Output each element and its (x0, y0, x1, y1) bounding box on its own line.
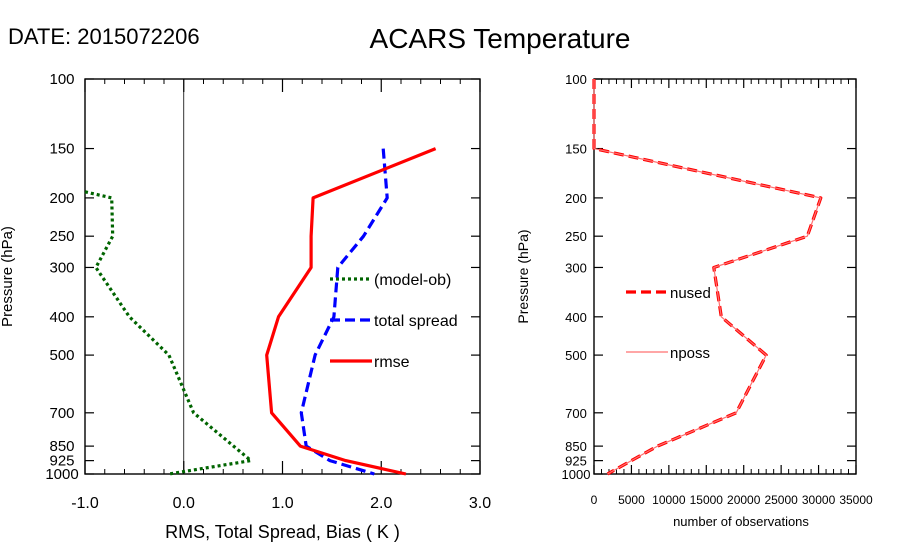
series-line-rmse (265, 147, 437, 476)
legend-label: nused (670, 285, 711, 302)
x-tick-label: 20000 (727, 493, 761, 507)
y-tick-label: 400 (49, 309, 74, 326)
y-tick-label: 500 (49, 347, 74, 364)
x-axis-label: RMS, Total Spread, Bias ( K ) (165, 522, 400, 542)
legend-label: rmse (374, 354, 410, 371)
y-tick-label: 300 (49, 259, 74, 276)
x-tick-label: 15000 (690, 493, 724, 507)
x-tick-label: 25000 (764, 493, 798, 507)
series-line-nposs (593, 79, 822, 475)
date-label: DATE: 2015072206 (8, 24, 200, 49)
y-tick-label: 850 (49, 438, 74, 455)
x-tick-label: 5000 (618, 493, 645, 507)
y-tick-label: 250 (565, 229, 587, 244)
series-line-nused (592, 79, 823, 476)
x-tick-label: 1.0 (271, 495, 293, 512)
legend-label: (model-ob) (374, 272, 451, 289)
x-tick-label: 35000 (839, 493, 873, 507)
y-tick-label: 925 (49, 453, 74, 470)
legend-label: nposs (670, 345, 710, 362)
x-tick-label: 2.0 (370, 495, 392, 512)
y-tick-label: 200 (565, 191, 587, 206)
y-tick-label: 250 (49, 228, 74, 245)
y-tick-label: 700 (565, 406, 587, 421)
y-tick-label: 100 (49, 71, 74, 88)
x-axis-label: number of observations (673, 514, 809, 529)
y-tick-label: 300 (565, 260, 587, 275)
chart-title: ACARS Temperature (370, 23, 631, 54)
y-tick-label: 400 (565, 310, 587, 325)
y-tick-label: 500 (565, 348, 587, 363)
y-tick-label: 700 (49, 405, 74, 422)
x-tick-label: 30000 (802, 493, 836, 507)
legend-label: total spread (374, 313, 458, 330)
y-tick-label: 200 (49, 190, 74, 207)
y-tick-label: 100 (565, 72, 587, 87)
x-tick-label: 10000 (652, 493, 686, 507)
y-tick-label: 150 (49, 141, 74, 158)
x-tick-label: -1.0 (71, 495, 99, 512)
plot-frame (593, 78, 857, 475)
y-tick-label: 1000 (562, 467, 591, 482)
x-tick-label: 0 (591, 493, 598, 507)
x-tick-label: 3.0 (469, 495, 491, 512)
y-tick-label: 1000 (45, 466, 78, 483)
y-axis-label: Pressure (hPa) (0, 226, 16, 327)
y-axis-label: Pressure (hPa) (515, 229, 531, 323)
y-tick-label: 925 (565, 454, 587, 469)
x-tick-label: 0.0 (173, 495, 195, 512)
series-line-model-ob (84, 190, 253, 476)
y-tick-label: 850 (565, 439, 587, 454)
y-tick-label: 150 (565, 142, 587, 157)
